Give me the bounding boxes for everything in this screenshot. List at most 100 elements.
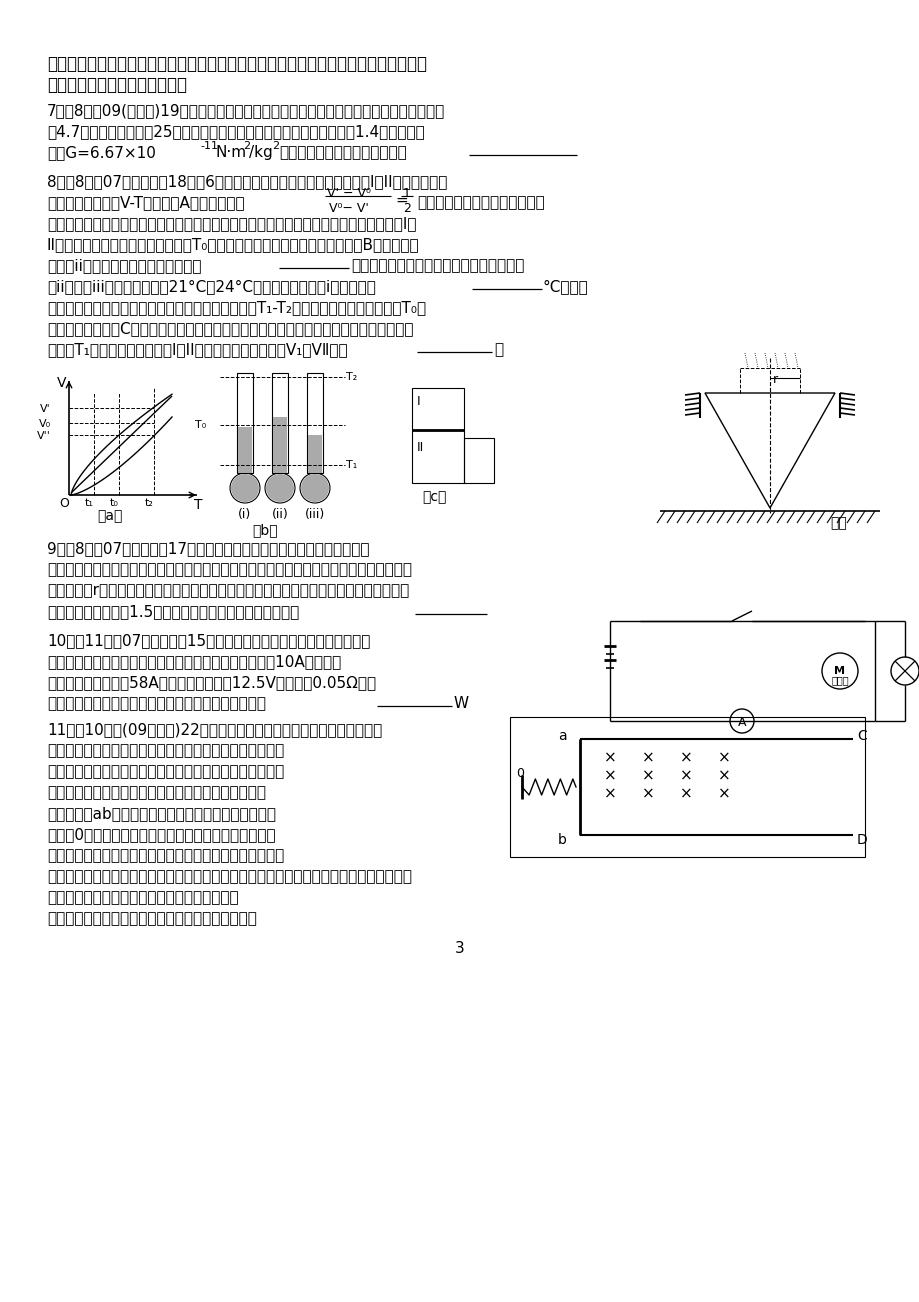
Circle shape: [231, 474, 259, 503]
Text: C: C: [857, 729, 866, 743]
Circle shape: [729, 710, 754, 733]
Text: （或缩短）的长度的比值，叫做弹簧的劲度系数。为了测量: （或缩短）的长度的比值，叫做弹簧的劲度系数。为了测量: [47, 743, 284, 758]
Text: D: D: [857, 833, 867, 848]
Text: 2: 2: [403, 202, 411, 215]
Text: (i): (i): [238, 508, 252, 521]
Text: 桌面: 桌面: [829, 516, 845, 530]
Text: 中，金属杆ab与导轨接触良好，水平放置的轻弹簧一端: 中，金属杆ab与导轨接触良好，水平放置的轻弹簧一端: [47, 806, 276, 822]
Text: t₁: t₁: [85, 497, 94, 508]
Bar: [272, 372, 288, 473]
Bar: [463, 437, 494, 483]
Text: V: V: [56, 376, 66, 391]
Text: ×: ×: [641, 751, 653, 766]
Bar: [237, 372, 253, 473]
Text: （b）: （b）: [252, 523, 278, 536]
Text: 一轻弹簧的劲度系数，某同学进行了如下实验设计：如图所: 一轻弹簧的劲度系数，某同学进行了如下实验设计：如图所: [47, 764, 284, 779]
Text: 行修正，制成如图C．所示的复合气体温度计，图中无摩擦导热活塞将容器分成两部分，在: 行修正，制成如图C．所示的复合气体温度计，图中无摩擦导热活塞将容器分成两部分，在: [47, 322, 413, 336]
Text: ×: ×: [641, 786, 653, 802]
Text: 11．（10分）(09年四川)22．在弹性限度内，弹簧弹力的大小与弹簧伸长: 11．（10分）(09年四川)22．在弹性限度内，弹簧弹力的大小与弹簧伸长: [47, 723, 381, 737]
Text: 7．（8分）09(全国一)19．天文学家新发现了太阳系外的一颗行星。这颗行星的体积是地球: 7．（8分）09(全国一)19．天文学家新发现了太阳系外的一颗行星。这颗行星的体…: [47, 103, 445, 118]
Text: 1: 1: [403, 187, 411, 201]
Text: a: a: [558, 729, 566, 743]
Polygon shape: [704, 393, 834, 508]
Text: 二、填空题和作图题．把答案填在题中的横线上或把图画在题指定的地方．只要给出结: 二、填空题和作图题．把答案填在题中的横线上或把图画在题指定的地方．只要给出结: [47, 55, 426, 73]
Text: ×: ×: [641, 769, 653, 784]
Text: ×: ×: [717, 786, 730, 802]
Text: T₂: T₂: [346, 372, 357, 381]
Text: 弹簧的形变始终在弹性限度内，通过减小金属杆与导轨之间的摩擦和在弹簧形变较大时读数: 弹簧的形变始终在弹性限度内，通过减小金属杆与导轨之间的摩擦和在弹簧形变较大时读数: [47, 868, 412, 884]
Text: 滑动的过程中，弹簧与金属杆、金属杆与导轨均保持垂直，: 滑动的过程中，弹簧与金属杆、金属杆与导轨均保持垂直，: [47, 848, 284, 863]
Text: 请你按要求帮助该同学解决实验所涉及的两个问题。: 请你按要求帮助该同学解决实验所涉及的两个问题。: [47, 911, 256, 926]
Text: t₀: t₀: [109, 497, 119, 508]
Text: 等方法，使摩擦对实验结果的影响可忽略不计。: 等方法，使摩擦对实验结果的影响可忽略不计。: [47, 891, 238, 905]
Text: 温度为T₁时分别装入适量气体I和II，则两种气体体积之比V₁：VⅡ应为: 温度为T₁时分别装入适量气体I和II，则两种气体体积之比V₁：VⅡ应为: [47, 342, 347, 357]
Text: 固定于0点，另一端与金属杆连接并保持绝缘。在金属杆: 固定于0点，另一端与金属杆连接并保持绝缘。在金属杆: [47, 827, 276, 842]
Text: 与桌面接触，圆锥的轴（图中虚线）与桌面垂直，过轴线的截面为等边三角形，如图所示，: 与桌面接触，圆锥的轴（图中虚线）与桌面垂直，过轴线的截面为等边三角形，如图所示，: [47, 562, 412, 577]
Text: V'': V'': [37, 431, 51, 441]
Text: =: =: [394, 193, 407, 208]
Text: ×: ×: [603, 786, 616, 802]
Text: V' − V⁰: V' − V⁰: [326, 187, 370, 201]
Text: （ii）和（iii）的示数分别为21°C和24°C，则此时温度计（i）的示数为: （ii）和（iii）的示数分别为21°C和24°C，则此时温度计（i）的示数为: [47, 279, 376, 294]
Text: 果．不需写出求得结果的过程．: 果．不需写出求得结果的过程．: [47, 76, 187, 94]
Text: 8．（8分）07（上海卷）18．（6分）一定量的理想气体与两种实际气体I、II在标准大气压: 8．（8分）07（上海卷）18．（6分）一定量的理想气体与两种实际气体I、II在…: [47, 174, 447, 189]
Text: ×: ×: [717, 769, 730, 784]
Text: t₂: t₂: [144, 497, 153, 508]
Text: ×: ×: [603, 751, 616, 766]
Text: ×: ×: [679, 751, 692, 766]
Bar: [412, 388, 463, 483]
Text: (iii): (iii): [304, 508, 324, 521]
Text: 的4.7倍，质量是地球的25倍。已知某一近地卫星绕地球运动的周期约为1.4小时，引力: 的4.7倍，质量是地球的25倍。已知某一近地卫星绕地球运动的周期约为1.4小时，…: [47, 124, 425, 139]
Text: （c）: （c）: [422, 490, 446, 504]
Text: 图，在打开车灯的情况下，电动机未启动时电流表读数为10A，电动机: 图，在打开车灯的情况下，电动机未启动时电流表读数为10A，电动机: [47, 654, 341, 669]
Text: ，由此估算该行星的平均密度为: ，由此估算该行星的平均密度为: [278, 145, 406, 160]
Text: 物质制成三个相同的温度计，然后将其中二个温度计中的理想气体分别换成上述实际气体I、: 物质制成三个相同的温度计，然后将其中二个温度计中的理想气体分别换成上述实际气体I…: [47, 216, 416, 230]
Text: ×: ×: [679, 769, 692, 784]
Text: 下做等压变化时的V-T关系如图A．所示，图中: 下做等压变化时的V-T关系如图A．所示，图中: [47, 195, 244, 210]
Text: II: II: [416, 441, 424, 454]
Text: T₁: T₁: [346, 460, 357, 470]
Text: 已知玻璃的折射率为1.5，则光束在桌面上形成的光斑半径为: 已知玻璃的折射率为1.5，则光束在桌面上形成的光斑半径为: [47, 604, 299, 618]
Text: °C；可见: °C；可见: [542, 279, 588, 294]
Text: 3: 3: [455, 941, 464, 956]
Text: V⁰− V': V⁰− V': [329, 202, 369, 215]
Bar: [238, 427, 252, 473]
Text: T₀: T₀: [195, 421, 206, 430]
Text: M: M: [834, 667, 845, 676]
Text: 10．（11分）07（重庆卷）15．汽车电动机启动时车灯会瞬时变暗，如: 10．（11分）07（重庆卷）15．汽车电动机启动时车灯会瞬时变暗，如: [47, 633, 370, 648]
Text: ，用三份上述理想气体作为测温: ，用三份上述理想气体作为测温: [416, 195, 544, 210]
Text: ×: ×: [679, 786, 692, 802]
Text: b: b: [558, 833, 566, 848]
Text: r: r: [772, 372, 777, 385]
Text: 有一半径为r的圆柱形平行光束垂直入射到圆锥的底面上，光束的中心轴与圆锥的轴重合。: 有一半径为r的圆柱形平行光束垂直入射到圆锥的底面上，光束的中心轴与圆锥的轴重合。: [47, 583, 409, 598]
Text: 。: 。: [494, 342, 503, 357]
Text: 电动机: 电动机: [830, 674, 848, 685]
Text: （a）: （a）: [96, 509, 122, 523]
Bar: [307, 372, 323, 473]
Text: 9．（8分）07（全国一）17．从桌面上有一倒立的玻璃圆锥，其顶点恰好: 9．（8分）07（全国一）17．从桌面上有一倒立的玻璃圆锥，其顶点恰好: [47, 542, 369, 556]
Text: /kg: /kg: [249, 145, 272, 160]
Text: A: A: [737, 716, 745, 729]
Text: 0: 0: [516, 767, 524, 780]
Text: V₀: V₀: [39, 419, 51, 428]
Bar: [273, 417, 287, 473]
Text: 度计（ii）中的测温物质应为实际气体: 度计（ii）中的测温物质应为实际气体: [47, 258, 201, 273]
Text: O: O: [59, 497, 69, 510]
Text: 2: 2: [243, 141, 250, 151]
Text: ×: ×: [717, 751, 730, 766]
Text: T: T: [194, 497, 202, 512]
Text: 启动时电流表读数为58A，若电源电动势为12.5V，内阻为0.05Ω，电: 启动时电流表读数为58A，若电源电动势为12.5V，内阻为0.05Ω，电: [47, 674, 376, 690]
Circle shape: [821, 654, 857, 689]
Text: 用实际气体作为测温物质时，会产生误差。为减小在T₁-T₂范围内的测量误差，现针对T₀进: 用实际气体作为测温物质时，会产生误差。为减小在T₁-T₂范围内的测量误差，现针对…: [47, 299, 425, 315]
Text: (ii): (ii): [271, 508, 288, 521]
Text: 示，将两平行金属导轨水平固定在竖直向下的匀强磁场: 示，将两平行金属导轨水平固定在竖直向下的匀强磁场: [47, 785, 266, 799]
Text: II。在标准大气压下，当环境温度为T₀时，三个温度计的示数各不相同，如图B．所示，温: II。在标准大气压下，当环境温度为T₀时，三个温度计的示数各不相同，如图B．所示…: [47, 237, 419, 253]
Text: W: W: [453, 697, 469, 711]
Text: ×: ×: [603, 769, 616, 784]
Text: 常量G=6.67×10: 常量G=6.67×10: [47, 145, 155, 160]
Text: （图中活塞质量忽略不计）；若此时温度计: （图中活塞质量忽略不计）；若此时温度计: [351, 258, 524, 273]
Bar: [509, 717, 864, 857]
Text: 流表内阻不计，则因电动机启动，车灯的电功率降低了: 流表内阻不计，则因电动机启动，车灯的电功率降低了: [47, 697, 266, 711]
Text: 2: 2: [272, 141, 278, 151]
Text: -11: -11: [199, 141, 218, 151]
